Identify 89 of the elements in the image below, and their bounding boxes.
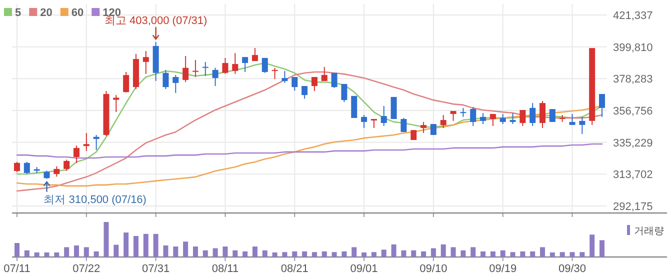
bar (104, 222, 109, 257)
bar (450, 247, 456, 257)
y-tick-label: 313,702 (613, 169, 653, 182)
bar (580, 252, 585, 257)
bar (352, 247, 357, 257)
bar (371, 252, 376, 257)
x-tick-label: 08/21 (280, 263, 308, 275)
bar (202, 250, 208, 257)
annotation: 최고 403,000 (07/31) (104, 15, 208, 40)
annotation: 최고 403,000 (07/31) (104, 15, 208, 28)
bar (252, 246, 258, 257)
bar (510, 252, 516, 257)
bar (430, 248, 436, 257)
bar (500, 250, 506, 257)
bar (600, 240, 604, 257)
legend-label: 20 (40, 7, 52, 19)
bar (44, 252, 50, 257)
bar (84, 247, 89, 257)
legend-item: 거래량 (627, 225, 664, 237)
legend-label: 5 (15, 7, 22, 19)
bar (143, 234, 148, 257)
legend-item: 60 (60, 7, 84, 19)
bar (222, 246, 228, 257)
x-tick-label: 07/22 (72, 263, 100, 275)
bar (520, 251, 526, 257)
bar (124, 232, 129, 257)
bar (460, 250, 466, 257)
bar (242, 251, 248, 257)
bar (540, 247, 546, 257)
legend-label: 60 (71, 7, 84, 19)
bar (94, 251, 99, 257)
bar (212, 248, 218, 257)
bar (312, 252, 317, 257)
bar (163, 245, 168, 257)
bar (192, 246, 198, 257)
bar (401, 250, 406, 257)
bar (381, 250, 386, 257)
bar (550, 252, 555, 257)
legend-item: 5 (4, 7, 22, 19)
bar (262, 250, 268, 257)
bar (282, 252, 288, 257)
bar (183, 242, 188, 257)
x-tick-label: 09/19 (489, 263, 517, 275)
line-series (16, 143, 603, 159)
x-tick-label: 07/11 (4, 263, 30, 275)
bar (490, 251, 496, 257)
bar (133, 236, 138, 257)
bar (153, 234, 158, 257)
bar (232, 250, 238, 257)
bar (530, 251, 536, 257)
x-tick-label: 08/11 (212, 263, 239, 275)
bar (421, 251, 426, 257)
bar (64, 247, 70, 257)
bar (480, 251, 486, 257)
bar (411, 250, 416, 257)
x-tick-label: 07/31 (142, 263, 170, 275)
x-tick-label: 09/01 (350, 263, 378, 275)
y-tick-label: 292,175 (613, 200, 653, 213)
bar (470, 247, 476, 257)
bar (440, 244, 446, 257)
bar (173, 246, 178, 257)
y-tick-label: 378,283 (613, 74, 653, 86)
y-tick-label: 399,810 (613, 42, 653, 54)
bar (342, 251, 347, 257)
y-tick-label: 421,337 (613, 10, 653, 22)
y-tick-label: 335,229 (613, 137, 653, 150)
bar (570, 252, 575, 257)
annotation: 최저 310,500 (07/16) (44, 194, 146, 206)
bar (74, 245, 79, 257)
bar (332, 252, 337, 257)
line-series (16, 71, 603, 192)
bar (590, 234, 595, 257)
bar (302, 251, 308, 257)
bar (34, 252, 40, 257)
x-tick-label: 09/30 (558, 263, 586, 275)
x-tick-label: 09/10 (420, 263, 448, 275)
bar (24, 250, 30, 257)
bar (14, 243, 20, 257)
bar (114, 244, 119, 257)
bar (391, 244, 396, 257)
bar (292, 251, 298, 257)
legend-item: 20 (29, 7, 52, 19)
bar (560, 252, 565, 257)
legend-label: 거래량 (634, 226, 664, 237)
bar (272, 252, 278, 257)
bar (54, 252, 60, 257)
bar (322, 251, 327, 257)
y-tick-label: 356,756 (613, 105, 653, 118)
bar (362, 252, 367, 257)
